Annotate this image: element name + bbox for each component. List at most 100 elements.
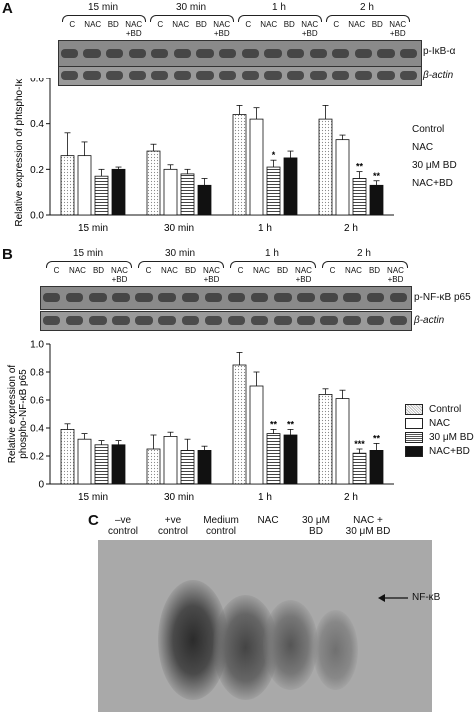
panelA-lane-label: C xyxy=(333,20,340,29)
bar xyxy=(163,436,178,485)
bar xyxy=(197,450,212,485)
bar xyxy=(180,173,195,216)
panel-a-bar-chart: 0.0 0.2 0.4 0.6 Relative expression of phtsp… xyxy=(14,78,394,234)
y-tick-label: 0.6 xyxy=(30,396,44,407)
legend-a-nacbd: NAC+BD xyxy=(412,177,453,189)
x-tick-label: 30 min xyxy=(164,223,194,234)
panelB-lane-label: C xyxy=(53,266,60,275)
bar xyxy=(266,433,281,485)
swatch-b-nac xyxy=(405,417,423,429)
panelB-lane-label: NAC +BD xyxy=(111,266,128,284)
blot-band xyxy=(135,293,153,302)
panel-a-blot-label-p-ikb: p-IκB-α xyxy=(423,46,456,57)
blot-band xyxy=(135,316,153,325)
bar xyxy=(232,114,247,216)
bar xyxy=(318,394,333,485)
bar xyxy=(180,450,195,485)
panel-c-arrow-label: NF-κB xyxy=(412,592,441,603)
bar xyxy=(266,166,281,216)
blot-band xyxy=(343,316,361,325)
panelB-timepoint-bracket xyxy=(138,261,224,268)
blot-band xyxy=(309,71,327,80)
y-tick-label: 1.0 xyxy=(30,340,44,351)
legend-a-nac: NAC xyxy=(412,141,434,153)
bar xyxy=(60,155,75,216)
blot-band xyxy=(128,71,146,80)
panelB-lane-label: NAC xyxy=(69,266,86,275)
blot-band xyxy=(196,71,214,80)
panelB-lane-label: NAC xyxy=(161,266,178,275)
panel-c-emsa-gel xyxy=(98,540,432,712)
legend-b-nac: NAC xyxy=(429,417,451,429)
panelA-lane-label: C xyxy=(245,20,252,29)
significance-marker: * xyxy=(272,150,276,160)
significance-marker: *** xyxy=(354,439,365,449)
panel-c-lane-label: –ve control xyxy=(107,515,138,537)
bar xyxy=(335,398,350,485)
blot-band xyxy=(105,48,124,58)
blot-band xyxy=(297,293,315,302)
bar xyxy=(197,184,212,216)
blot-band xyxy=(112,293,130,302)
panel-b-blot-label-actin: β-actin xyxy=(414,315,445,326)
panelB-lane-label: C xyxy=(329,266,336,275)
panelB-timepoint-bracket xyxy=(322,261,408,268)
bar xyxy=(94,444,109,485)
panelA-lane-label: NAC xyxy=(84,20,102,29)
blot-band xyxy=(332,48,350,58)
x-tick-label: 2 h xyxy=(344,492,358,503)
blot-band xyxy=(219,48,237,58)
panel-c-lane-label: NAC xyxy=(257,515,279,526)
panel-b-blot-label-p-nfkb: p-NF-κB p65 xyxy=(414,292,471,303)
blot-band xyxy=(181,293,200,302)
bar xyxy=(318,118,333,216)
bar xyxy=(146,448,161,485)
blot-band xyxy=(264,71,282,80)
panel-b-letter: B xyxy=(2,246,13,263)
bar xyxy=(60,429,75,485)
blot-band xyxy=(366,316,385,325)
panelA-lane-label: NAC xyxy=(348,20,366,29)
y-tick-label: 0.2 xyxy=(30,452,44,463)
significance-marker: ** xyxy=(373,171,381,181)
panel-b-bar-chart: 0 0.2 0.4 0.6 0.8 1.0 Relative expression ofph… xyxy=(7,340,394,503)
panel-c-lane-label: 30 μM BD xyxy=(302,515,330,537)
blot-band xyxy=(377,48,395,58)
blot-band xyxy=(89,316,107,325)
blot-band xyxy=(173,71,192,80)
bar xyxy=(352,178,367,216)
y-tick-label: 0.4 xyxy=(30,119,44,130)
bar xyxy=(77,155,92,216)
bar xyxy=(249,118,264,216)
panel-a-actin-blot xyxy=(58,66,422,86)
significance-marker: ** xyxy=(287,419,295,429)
panelB-lane-label: NAC +BD xyxy=(295,266,312,284)
panelA-lane-label: NAC +BD xyxy=(301,20,319,38)
blot-band xyxy=(112,316,130,325)
legend-a-bd: 30 μM BD xyxy=(412,159,457,171)
bar xyxy=(111,444,126,485)
bar xyxy=(335,139,350,216)
blot-band xyxy=(274,316,292,325)
x-tick-label: 2 h xyxy=(344,223,358,234)
panel-a-legend: Control NAC 30 μM BD NAC+BD xyxy=(412,120,457,192)
blot-band xyxy=(389,293,408,302)
blot-band xyxy=(286,48,305,58)
y-tick-label: 0.6 xyxy=(30,78,44,85)
panelA-lane-label: NAC +BD xyxy=(125,20,143,38)
bar xyxy=(369,450,384,485)
legend-b-control: Control xyxy=(429,403,462,415)
panelB-lane-label: NAC +BD xyxy=(387,266,404,284)
y-tick-label: 0.8 xyxy=(30,368,44,379)
panelB-timepoint-label: 30 min xyxy=(164,248,195,259)
legend-b-bd: 30 μM BD xyxy=(429,431,474,443)
panel-a-blot-label-actin: β-actin xyxy=(423,70,454,81)
blot-band xyxy=(400,48,418,58)
panelA-lane-label: BD xyxy=(107,20,119,29)
y-tick-label: 0 xyxy=(38,480,44,491)
blot-band xyxy=(196,48,214,58)
y-tick-label: 0.0 xyxy=(30,211,44,222)
bar xyxy=(283,434,298,485)
panelB-timepoint-bracket xyxy=(230,261,316,268)
blot-band xyxy=(42,293,61,302)
